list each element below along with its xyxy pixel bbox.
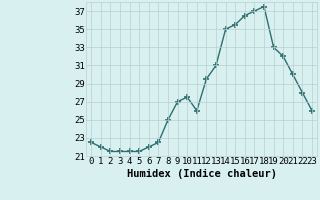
X-axis label: Humidex (Indice chaleur): Humidex (Indice chaleur) — [127, 169, 276, 179]
